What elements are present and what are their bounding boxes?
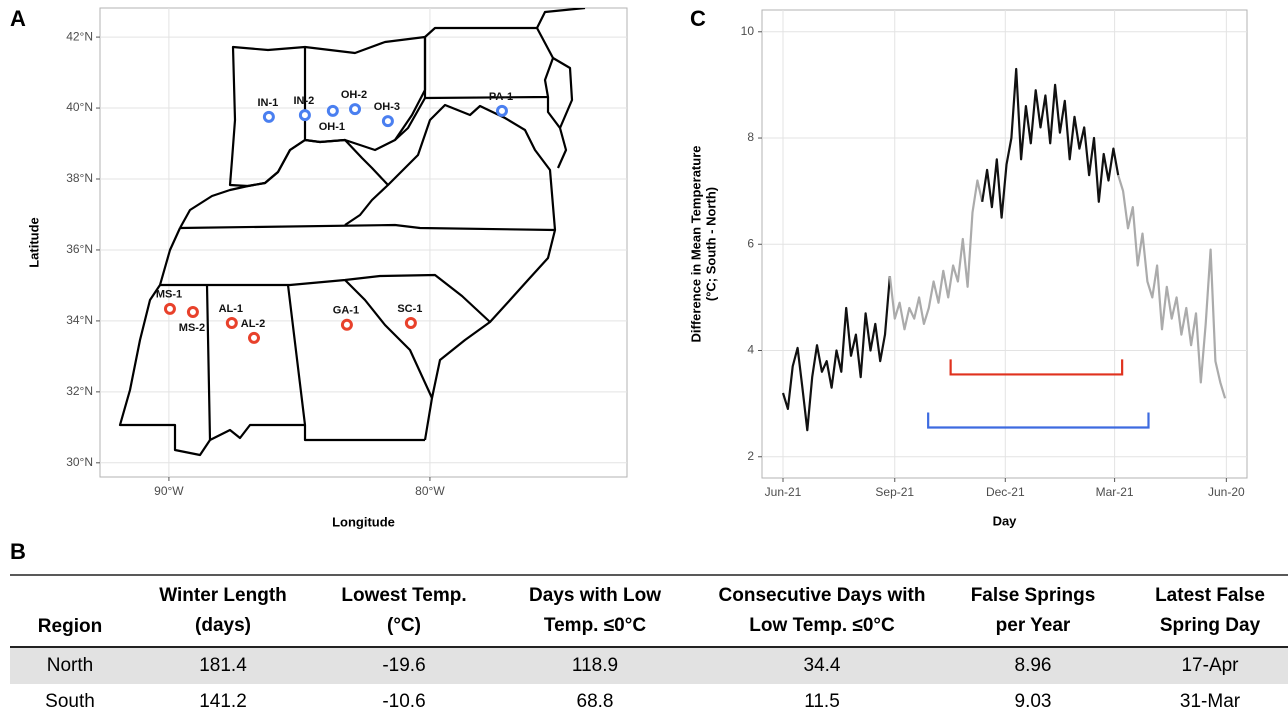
site-label: MS-1 [156, 289, 182, 301]
column-header: Latest False [1155, 585, 1265, 606]
site-marker [381, 115, 394, 128]
site-marker [495, 104, 508, 117]
site-marker [262, 110, 275, 123]
column-header: (°C) [387, 615, 421, 636]
temperature-line [888, 179, 984, 331]
temperature-line [781, 276, 891, 432]
table-cell: 34.4 [804, 655, 841, 676]
map-frame [99, 7, 628, 478]
x-tick-label: Dec-21 [986, 485, 1025, 499]
kentucky [179, 138, 390, 229]
site-label: AL-1 [219, 303, 243, 315]
column-header: Days with Low [529, 585, 661, 606]
pennsylvania [423, 26, 555, 100]
y-tick-label: 8 [747, 130, 754, 144]
table-cell: South [45, 691, 95, 712]
column-header: Winter Length [159, 585, 287, 606]
column-header: (days) [195, 615, 251, 636]
winter-bracket [949, 359, 1124, 376]
site-marker [326, 104, 339, 117]
table-cell: 8.96 [1015, 655, 1052, 676]
site-label: OH-3 [374, 101, 400, 113]
site-label: PA-1 [489, 91, 513, 103]
x-tick-label: Sep-21 [875, 485, 914, 499]
site-label: SC-1 [397, 303, 422, 315]
column-header: Region [38, 616, 102, 637]
site-label: AL-2 [241, 318, 265, 330]
y-tick-label: 38°N [66, 171, 93, 185]
site-marker [298, 109, 311, 122]
site-label: GA-1 [333, 305, 359, 317]
y-axis-title: (°C; South - North) [703, 187, 718, 301]
y-tick-label: 4 [747, 343, 754, 357]
column-header: Low Temp. ≤0°C [749, 615, 895, 636]
state-borders [118, 8, 586, 457]
y-tick-label: 10 [741, 24, 755, 38]
panel-label: B [10, 539, 26, 564]
column-header: Spring Day [1160, 615, 1261, 636]
table-cell: North [47, 655, 93, 676]
y-tick-label: 40°N [66, 100, 93, 114]
table-cell: 118.9 [572, 655, 618, 676]
panel-label: A [10, 6, 26, 31]
site-marker [248, 331, 261, 344]
table-cell: 17-Apr [1181, 655, 1239, 676]
site-label: IN-1 [257, 97, 278, 109]
y-tick-label: 6 [747, 236, 754, 250]
column-header: Lowest Temp. [341, 585, 466, 606]
y-tick-label: 34°N [66, 313, 93, 327]
y-tick-label: 30°N [66, 455, 93, 469]
x-axis-title: Longitude [332, 514, 395, 529]
column-header: per Year [996, 615, 1071, 636]
x-tick-label: Mar-21 [1096, 485, 1134, 499]
y-tick-label: 2 [747, 449, 754, 463]
temperature-line [981, 67, 1120, 219]
column-header: False Springs [971, 585, 1096, 606]
y-tick-label: 42°N [66, 29, 93, 43]
panel-label: C [690, 6, 706, 31]
table-cell: 68.8 [577, 691, 614, 712]
x-tick-label: Jun-21 [765, 485, 802, 499]
site-label: MS-2 [179, 322, 205, 334]
site-marker [340, 318, 353, 331]
site-marker [225, 317, 238, 330]
table-cell: -19.6 [382, 655, 425, 676]
tennessee-south [160, 273, 491, 323]
y-axis-title: Difference in Mean Temperature [688, 146, 703, 343]
y-tick-label: 32°N [66, 384, 93, 398]
gulf [118, 227, 425, 457]
state-lines [205, 279, 433, 441]
column-header: Temp. ≤0°C [544, 615, 646, 636]
table-cell: 9.03 [1015, 691, 1052, 712]
y-axis-title: Latitude [26, 217, 41, 268]
table-cell: 31-Mar [1180, 691, 1241, 712]
row-band [10, 648, 1288, 684]
x-tick-label: 80°W [415, 484, 445, 498]
coast [179, 223, 557, 441]
site-label: IN-2 [294, 95, 315, 107]
winter-bracket [927, 412, 1150, 429]
table-cell: 181.4 [199, 655, 247, 676]
site-marker [186, 306, 199, 319]
x-axis-title: Day [993, 513, 1018, 528]
x-tick-label: 90°W [154, 484, 184, 498]
x-tick-label: Jun-20 [1208, 485, 1245, 499]
y-tick-label: 36°N [66, 242, 93, 256]
site-marker [404, 317, 417, 330]
site-label: OH-1 [319, 121, 345, 133]
table-cell: 11.5 [804, 691, 840, 712]
table-cell: 141.2 [199, 691, 247, 712]
site-marker [163, 302, 176, 315]
site-label: OH-2 [341, 89, 367, 101]
site-marker [349, 103, 362, 116]
northeast [536, 8, 586, 169]
table-cell: -10.6 [382, 691, 425, 712]
column-header: Consecutive Days with [719, 585, 926, 606]
west-virginia [387, 97, 557, 231]
temperature-line [1117, 174, 1227, 399]
